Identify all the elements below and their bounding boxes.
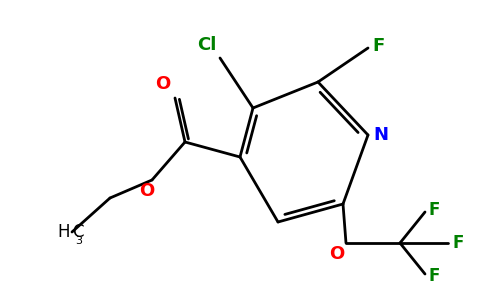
Text: H: H — [58, 223, 70, 241]
Text: F: F — [428, 267, 439, 285]
Text: 3: 3 — [75, 236, 82, 246]
Text: Cl: Cl — [197, 36, 216, 54]
Text: N: N — [373, 126, 388, 144]
Text: F: F — [452, 234, 463, 252]
Text: O: O — [155, 75, 170, 93]
Text: O: O — [329, 245, 344, 263]
Text: C: C — [73, 223, 84, 241]
Text: F: F — [428, 201, 439, 219]
Text: F: F — [372, 37, 384, 55]
Text: O: O — [139, 182, 154, 200]
